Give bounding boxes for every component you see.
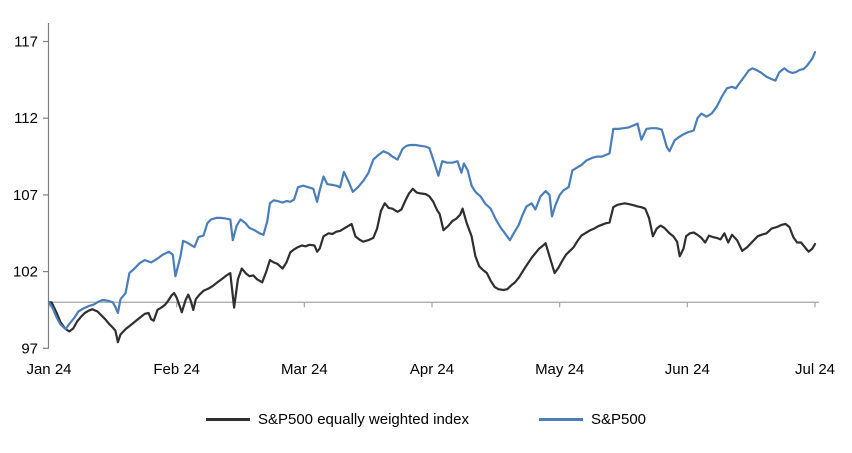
legend-item-sp500: S&P500 <box>538 411 647 428</box>
series-line-0 <box>47 187 817 344</box>
y-tick-label: 107 <box>13 187 38 204</box>
x-tick-label: Feb 24 <box>153 361 200 378</box>
chart-legend: S&P500 equally weighted index S&P500 <box>0 411 852 428</box>
legend-line-swatch-equal-weight <box>205 418 250 421</box>
y-tick-label: 102 <box>13 264 38 281</box>
y-tick-label: 112 <box>14 110 38 127</box>
y-tick-label: 117 <box>14 34 38 51</box>
x-tick-label: Jan 24 <box>26 361 71 378</box>
x-tick-label: May 24 <box>535 361 584 378</box>
legend-label-sp500: S&P500 <box>590 411 647 428</box>
legend-item-equal-weight: S&P500 equally weighted index <box>205 411 469 428</box>
series-line-1 <box>47 51 817 331</box>
x-tick-label: Apr 24 <box>410 361 454 378</box>
y-tick-label: 97 <box>21 340 38 357</box>
x-tick-label: Jun 24 <box>665 361 710 378</box>
legend-line-swatch-sp500 <box>538 418 583 421</box>
legend-label-equal-weight: S&P500 equally weighted index <box>257 411 469 428</box>
x-tick-label: Jul 24 <box>795 361 835 378</box>
x-tick-label: Mar 24 <box>281 361 328 378</box>
